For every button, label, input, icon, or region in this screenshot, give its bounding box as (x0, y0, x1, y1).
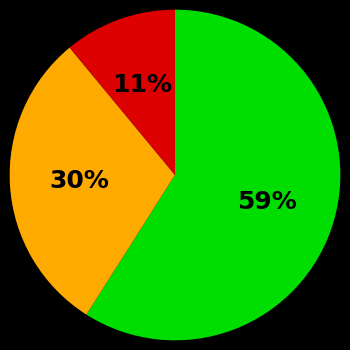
Wedge shape (10, 48, 175, 315)
Wedge shape (86, 10, 340, 340)
Text: 30%: 30% (49, 169, 109, 193)
Wedge shape (70, 10, 175, 175)
Text: 11%: 11% (112, 73, 173, 97)
Text: 59%: 59% (237, 190, 297, 214)
